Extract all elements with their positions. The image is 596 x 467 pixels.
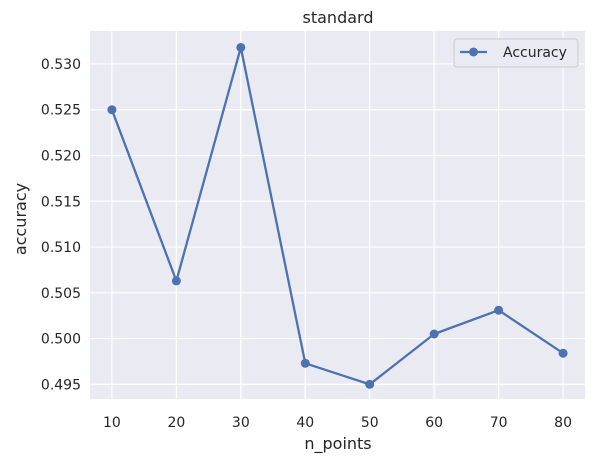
x-axis-label: n_points [304,434,371,454]
y-tick-label: 0.505 [41,286,81,302]
x-tick-label: 50 [361,415,379,431]
data-point [494,305,504,315]
y-axis-label: accuracy [11,183,30,255]
legend-label-accuracy: Accuracy [503,45,567,61]
data-point [107,105,117,115]
x-tick-label: 40 [296,415,314,431]
legend-marker [469,47,478,57]
chart-title: standard [303,8,374,27]
data-point [429,329,439,339]
plot-area [90,31,585,399]
legend-box [453,38,579,68]
x-tick-labels: 10 20 30 40 50 60 70 80 [103,415,572,431]
data-point [171,276,181,286]
series-line-accuracy [110,46,565,386]
data-point [365,379,375,389]
y-tick-label: 0.525 [41,103,81,119]
x-tick-label: 60 [425,415,443,431]
y-tick-label: 0.500 [41,332,81,348]
x-tick-label: 30 [232,415,250,431]
y-tick-label: 0.515 [41,194,81,210]
y-tick-labels: 0.495 0.500 0.505 0.510 0.515 0.520 0.525 0.530 [41,57,81,393]
y-tick-label: 0.520 [41,148,81,164]
x-tick-label: 70 [490,415,508,431]
y-tick-label: 0.495 [41,377,81,393]
y-tick-label: 0.510 [41,240,81,256]
series-layer [107,42,568,389]
gridlines [90,31,585,399]
x-tick-label: 10 [103,415,121,431]
y-tick-label: 0.530 [41,57,81,73]
legend: Accuracy [453,38,579,68]
data-point [300,358,310,368]
data-point [558,348,568,358]
x-tick-label: 80 [554,415,572,431]
x-tick-label: 20 [167,415,185,431]
data-point [236,42,246,52]
